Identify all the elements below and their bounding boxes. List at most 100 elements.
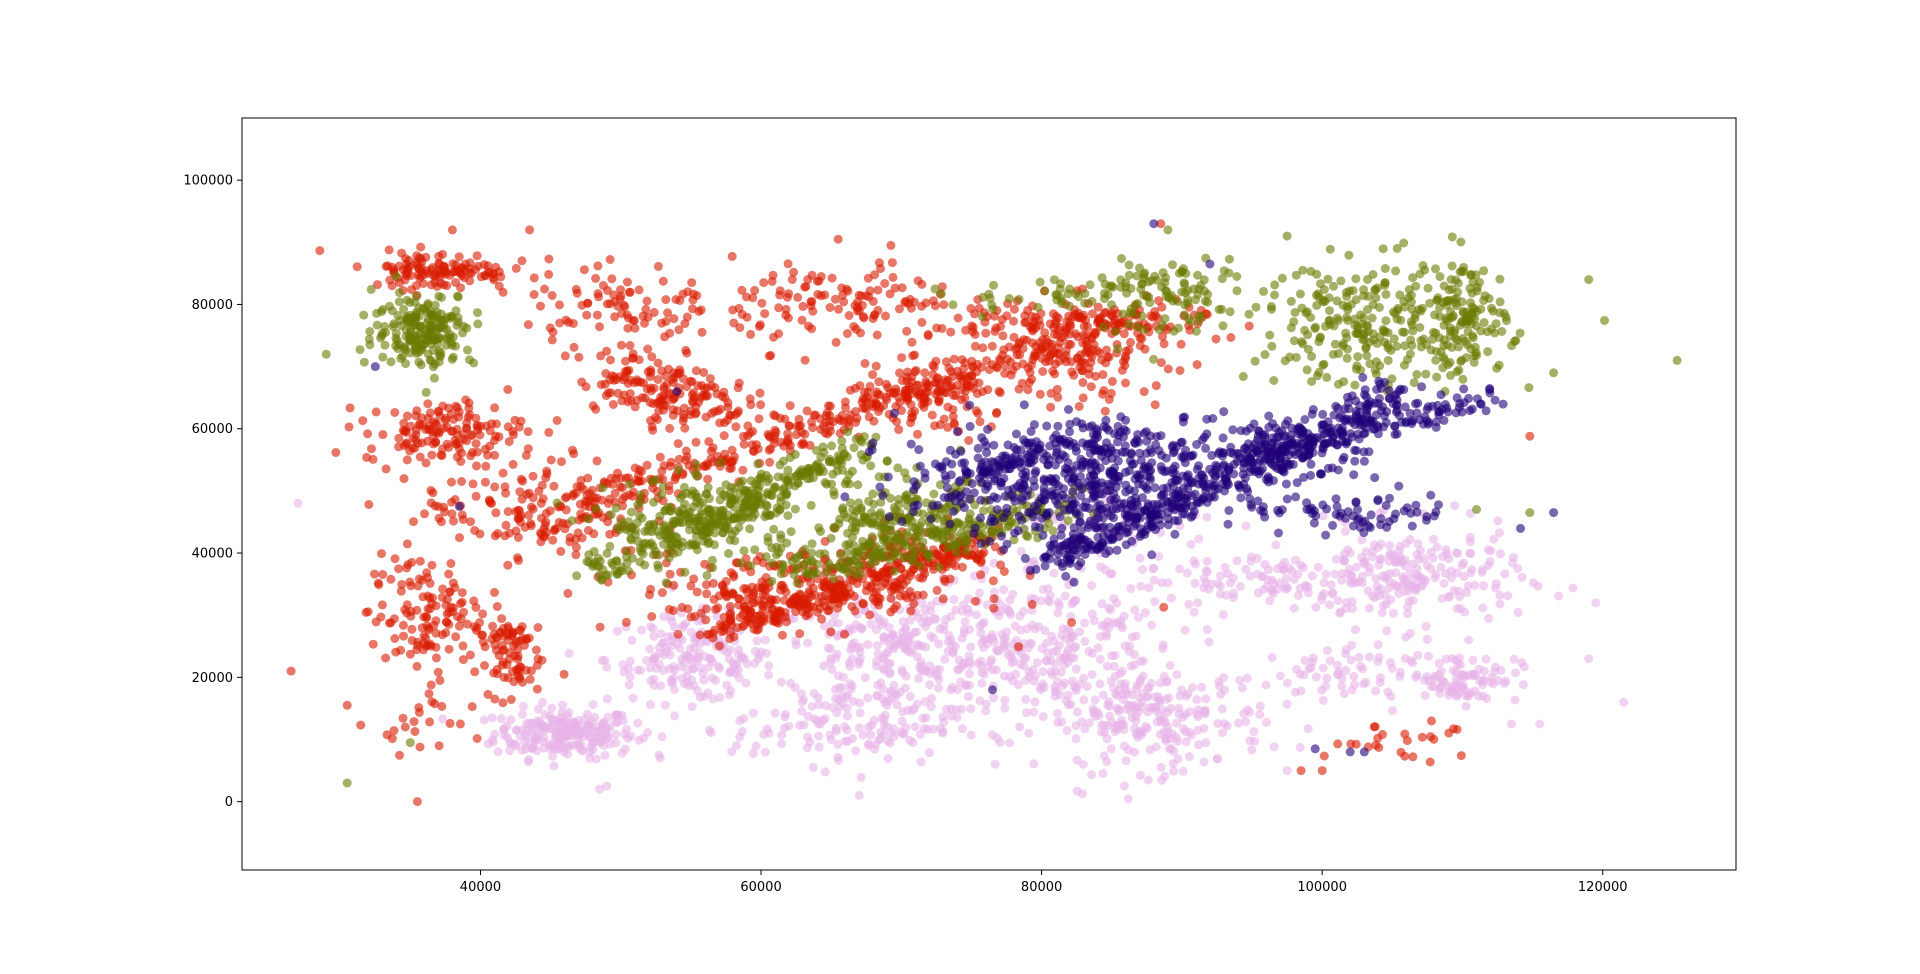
data-point — [966, 304, 976, 313]
data-point — [1409, 378, 1419, 388]
data-point — [1202, 512, 1212, 522]
data-point — [868, 370, 878, 380]
data-point — [585, 747, 595, 757]
data-point — [377, 600, 387, 610]
data-point — [1371, 293, 1381, 303]
data-point — [421, 387, 431, 397]
data-point — [503, 507, 513, 517]
data-point — [974, 303, 984, 313]
data-point — [466, 269, 476, 278]
data-point — [940, 654, 950, 664]
data-point — [703, 688, 713, 698]
data-point — [959, 625, 969, 635]
data-point — [1077, 366, 1087, 376]
series-3-points — [293, 481, 1629, 804]
data-point — [873, 389, 883, 399]
data-point — [555, 738, 565, 748]
data-point — [1376, 554, 1386, 564]
data-point — [712, 611, 722, 621]
data-point — [411, 411, 421, 421]
data-point — [930, 421, 940, 431]
data-point — [588, 401, 598, 411]
data-point — [871, 361, 881, 371]
data-point — [750, 545, 760, 555]
data-point — [1304, 664, 1314, 674]
data-point — [1328, 589, 1338, 599]
data-point — [741, 292, 751, 302]
data-point — [1479, 666, 1489, 676]
data-point — [1456, 681, 1465, 691]
data-point — [610, 297, 620, 306]
data-point — [977, 362, 986, 372]
data-point — [1216, 571, 1225, 581]
data-point — [1059, 660, 1069, 670]
data-point — [1374, 302, 1384, 312]
data-point — [537, 480, 547, 490]
data-point — [1219, 673, 1228, 683]
data-point — [491, 431, 501, 441]
data-point — [1405, 535, 1415, 544]
data-point — [1251, 302, 1261, 312]
data-point — [1525, 431, 1535, 441]
data-point — [1406, 335, 1416, 345]
data-point — [873, 649, 883, 659]
data-point — [1143, 775, 1153, 785]
data-point — [378, 352, 388, 362]
data-point — [813, 693, 823, 703]
data-point — [825, 303, 835, 312]
data-point — [750, 646, 760, 656]
data-point — [964, 594, 974, 604]
data-point — [804, 321, 813, 331]
data-point — [867, 532, 877, 542]
data-point — [1071, 664, 1081, 674]
data-point — [1489, 667, 1499, 677]
data-point — [1342, 353, 1352, 363]
data-point — [1005, 595, 1015, 605]
data-point — [1155, 695, 1165, 705]
data-point — [588, 738, 597, 748]
data-point — [454, 621, 464, 631]
data-point — [368, 639, 378, 649]
data-point — [623, 733, 633, 743]
data-point — [843, 547, 852, 557]
data-point — [1090, 695, 1100, 705]
data-point — [797, 315, 807, 325]
data-point — [465, 650, 475, 660]
data-point — [1053, 709, 1063, 718]
data-point — [719, 626, 729, 636]
data-point — [915, 573, 924, 583]
data-point — [602, 299, 612, 309]
data-point — [627, 635, 637, 645]
data-point — [513, 532, 523, 542]
data-point — [1275, 671, 1285, 681]
data-point — [946, 711, 956, 721]
data-point — [725, 601, 735, 611]
data-point — [430, 277, 440, 287]
data-point — [1078, 789, 1087, 799]
data-point — [600, 750, 610, 760]
data-point — [1156, 358, 1166, 368]
data-point — [1186, 540, 1196, 549]
data-point — [1399, 238, 1409, 248]
data-point — [363, 607, 373, 617]
data-point — [1097, 599, 1107, 609]
data-point — [1241, 521, 1251, 531]
data-point — [501, 488, 511, 498]
data-point — [1197, 682, 1207, 692]
data-point — [1222, 721, 1232, 731]
data-point — [624, 365, 634, 375]
data-point — [641, 304, 651, 314]
data-point — [1206, 579, 1216, 589]
data-point — [889, 724, 899, 734]
data-point — [1046, 388, 1056, 398]
data-point — [679, 658, 689, 668]
data-point — [1067, 618, 1077, 627]
data-point — [1054, 356, 1064, 366]
data-point — [803, 638, 813, 648]
data-point — [377, 549, 386, 559]
data-point — [1027, 620, 1037, 630]
data-point — [1106, 676, 1116, 686]
data-point — [1100, 406, 1110, 416]
data-point — [1408, 326, 1418, 336]
data-point — [536, 301, 545, 311]
